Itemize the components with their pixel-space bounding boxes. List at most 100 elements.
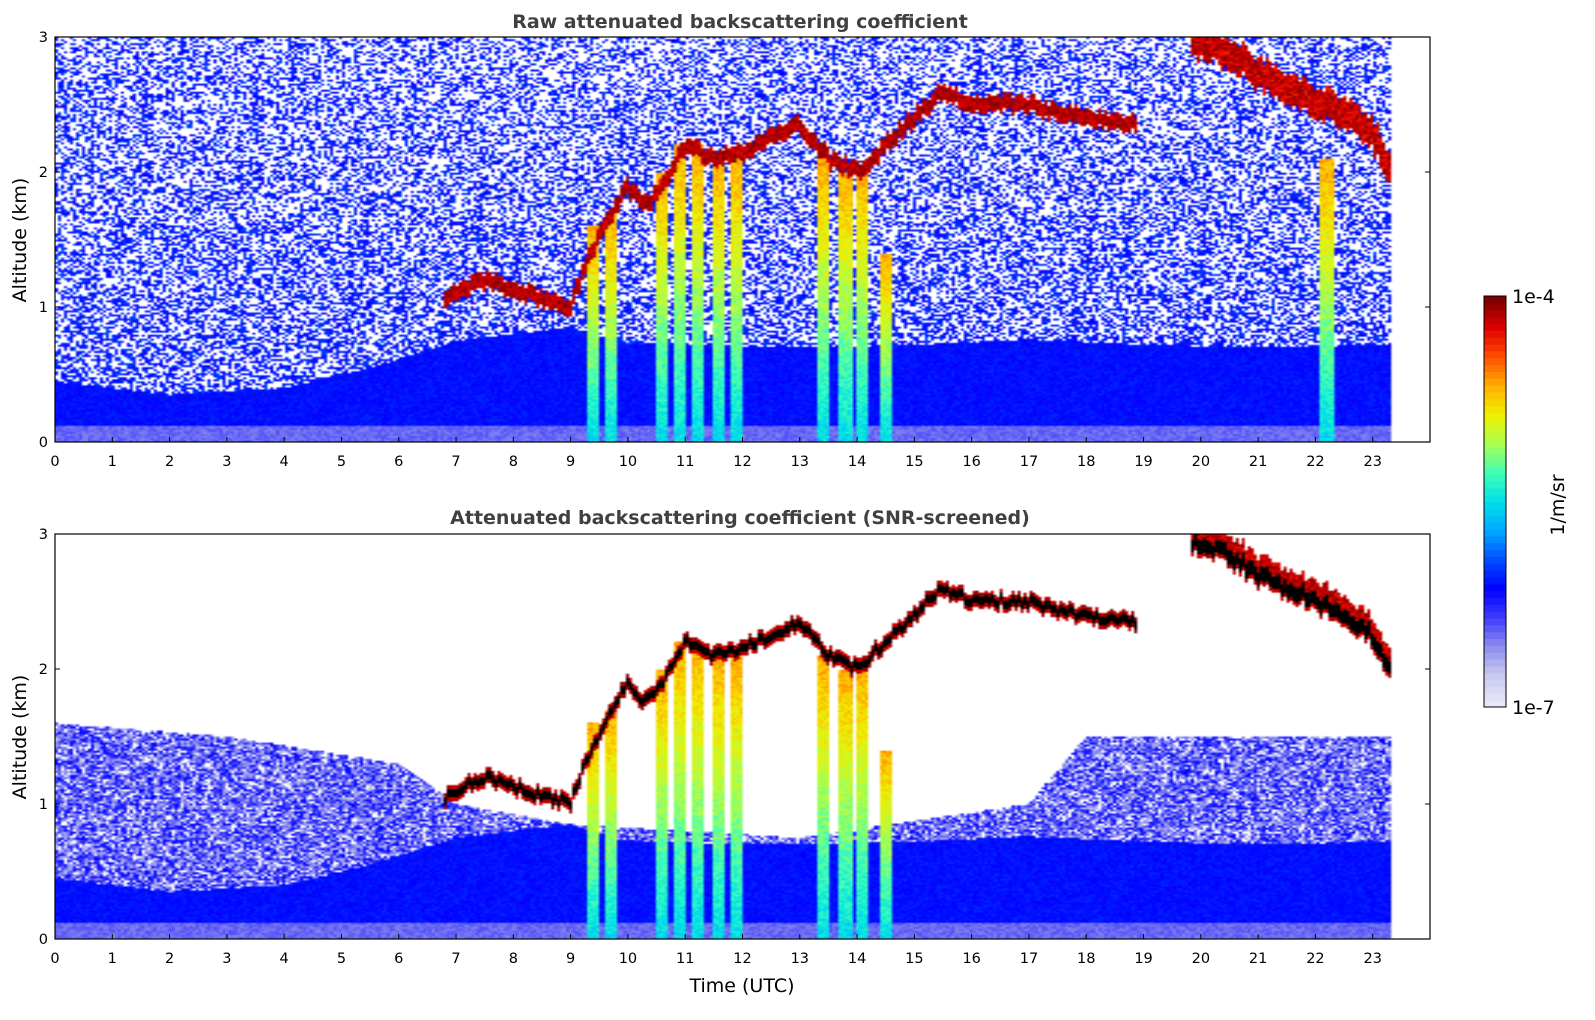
colorbar-swatch (1484, 480, 1506, 489)
colorbar-swatch (1484, 638, 1506, 646)
colorbar-swatch (1484, 597, 1506, 605)
colorbar-swatch (1484, 686, 1506, 694)
x-axis-ticks: 0 1 2 3 4 5 6 7 8 9 10 11 12 13 14 15 16 17 18 19 20 21 22 23 (50, 934, 1382, 967)
colorbar-swatch (1484, 357, 1506, 366)
x-tick-label: 16 (962, 454, 980, 470)
x-tick-label: 22 (1306, 951, 1324, 967)
colorbar-swatch (1484, 433, 1506, 441)
x-tick-label: 17 (1020, 454, 1038, 470)
x-tick-label: 5 (337, 454, 346, 470)
colorbar-swatch (1484, 343, 1506, 352)
colorbar-swatch (1484, 446, 1506, 455)
x-tick-label: 14 (848, 951, 866, 967)
colorbar-unit-label: 1/m/sr (1547, 474, 1569, 535)
colorbar-swatch (1484, 378, 1506, 386)
colorbar-swatch (1484, 467, 1506, 475)
y-axis-label: Altitude (km) (9, 675, 31, 800)
y-tick-label: 0 (39, 932, 48, 948)
colorbar-swatch (1484, 631, 1506, 640)
x-tick-label: 9 (566, 454, 575, 470)
colorbar-swatch (1484, 515, 1506, 523)
x-tick-label: 12 (733, 951, 751, 967)
colorbar-frame (1483, 295, 1507, 708)
colorbar-swatch (1484, 385, 1506, 393)
x-tick-label: 3 (222, 951, 231, 967)
x-tick-label: 22 (1306, 454, 1324, 470)
x-tick-label: 8 (509, 454, 518, 470)
colorbar-gradient (1484, 296, 1506, 708)
x-axis-ticks: 0 1 2 3 4 5 6 7 8 9 10 11 12 13 14 15 16 17 18 19 20 21 22 23 (50, 437, 1382, 470)
colorbar-swatch (1484, 508, 1506, 516)
colorbar-swatch (1484, 302, 1506, 311)
x-tick-label: 8 (509, 951, 518, 967)
x-tick-label: 21 (1249, 951, 1267, 967)
colorbar-swatch (1484, 371, 1506, 379)
colorbar-swatch (1484, 330, 1506, 338)
colorbar-swatch (1484, 528, 1506, 537)
colorbar: 1e-4 1e-7 1/m/sr (1483, 286, 1569, 719)
colorbar-swatch (1484, 419, 1506, 427)
y-tick-label: 1 (39, 300, 48, 316)
colorbar-swatch (1484, 576, 1506, 585)
x-tick-label: 7 (451, 454, 460, 470)
x-tick-label: 4 (280, 454, 289, 470)
colorbar-swatch (1484, 350, 1506, 359)
x-axis-label: Time (UTC) (688, 975, 794, 997)
colorbar-swatch (1484, 494, 1506, 503)
colorbar-swatch (1484, 412, 1506, 420)
colorbar-swatch (1484, 672, 1506, 681)
x-tick-label: 10 (619, 454, 637, 470)
x-tick-label: 15 (905, 454, 923, 470)
x-tick-label: 1 (108, 454, 117, 470)
x-tick-label: 16 (962, 951, 980, 967)
colorbar-swatch (1484, 501, 1506, 509)
colorbar-swatch (1484, 624, 1506, 633)
x-tick-label: 0 (50, 951, 59, 967)
x-tick-label: 14 (848, 454, 866, 470)
y-tick-label: 3 (39, 30, 48, 46)
x-tick-label: 21 (1249, 454, 1267, 470)
x-tick-label: 11 (676, 951, 694, 967)
y-axis-label: Altitude (km) (9, 178, 31, 303)
x-tick-label: 7 (451, 951, 460, 967)
colorbar-max-label: 1e-4 (1512, 286, 1555, 308)
colorbar-swatch (1484, 583, 1506, 592)
colorbar-swatch (1484, 296, 1506, 304)
x-tick-label: 6 (394, 951, 403, 967)
x-tick-label: 13 (791, 454, 809, 470)
colorbar-swatch (1484, 665, 1506, 674)
panel-title: Attenuated backscattering coefficient (S… (450, 507, 1030, 529)
colorbar-swatch (1484, 693, 1506, 701)
colorbar-swatch (1484, 405, 1506, 414)
x-tick-label: 23 (1363, 951, 1381, 967)
y-tick-label: 2 (39, 662, 48, 678)
colorbar-swatch (1484, 453, 1506, 461)
colorbar-swatch (1484, 439, 1506, 448)
colorbar-swatch (1484, 659, 1506, 667)
x-tick-label: 23 (1363, 454, 1381, 470)
x-tick-label: 10 (619, 951, 637, 967)
colorbar-swatch (1484, 549, 1506, 557)
x-tick-label: 3 (222, 454, 231, 470)
snr-screened-backscatter-panel: Attenuated backscattering coefficient (S… (9, 507, 1431, 997)
x-tick-label: 20 (1192, 454, 1210, 470)
colorbar-swatch (1484, 364, 1506, 372)
colorbar-swatch (1484, 679, 1506, 688)
colorbar-swatch (1484, 645, 1506, 653)
colorbar-swatch (1484, 426, 1506, 434)
colorbar-swatch (1484, 316, 1506, 324)
y-tick-label: 1 (39, 797, 48, 813)
x-tick-label: 17 (1020, 951, 1038, 967)
colorbar-swatch (1484, 542, 1506, 551)
x-tick-label: 0 (50, 454, 59, 470)
y-tick-label: 3 (39, 527, 48, 543)
x-tick-label: 15 (905, 951, 923, 967)
y-tick-label: 0 (39, 435, 48, 451)
y-tick-label: 2 (39, 165, 48, 181)
colorbar-swatch (1484, 590, 1506, 598)
colorbar-swatch (1484, 487, 1506, 496)
x-tick-label: 9 (566, 951, 575, 967)
colorbar-swatch (1484, 474, 1506, 482)
colorbar-swatch (1484, 398, 1506, 407)
